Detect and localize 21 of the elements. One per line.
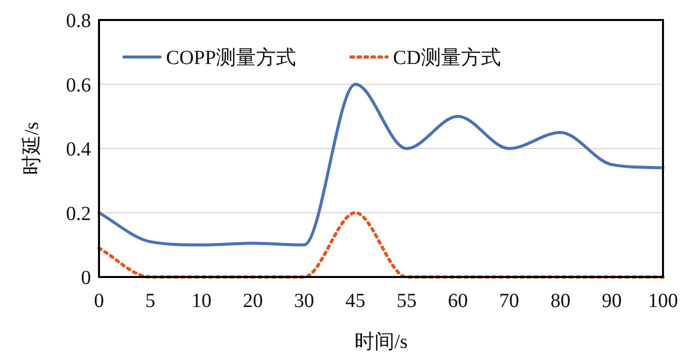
x-tick-label: 70 [499,290,520,312]
y-axis-title: 时延/s [21,122,43,176]
x-tick-label: 20 [242,290,263,312]
y-tick-label: 0.2 [66,202,91,225]
legend-label: CD测量方式 [393,46,501,69]
legend-label: COPP测量方式 [166,46,296,69]
x-tick-label: 5 [145,290,156,312]
x-tick-label: 45 [345,290,366,312]
x-tick-label: 10 [192,290,212,312]
x-tick-label: 55 [396,290,417,312]
y-tick-label: 0.6 [66,74,91,96]
x-axis-title: 时间/s [354,331,408,353]
line-series [98,82,664,246]
x-tick-label: 30 [294,290,314,312]
x-tick-label: 80 [550,290,570,312]
x-tick-label: 60 [448,290,468,312]
y-tick-label: 0.8 [66,10,91,32]
x-tick-label: 100 [648,290,678,312]
y-tick-label: 0.4 [66,138,91,160]
y-tick-label: 0 [81,267,91,289]
x-tick-label: 90 [602,290,622,312]
